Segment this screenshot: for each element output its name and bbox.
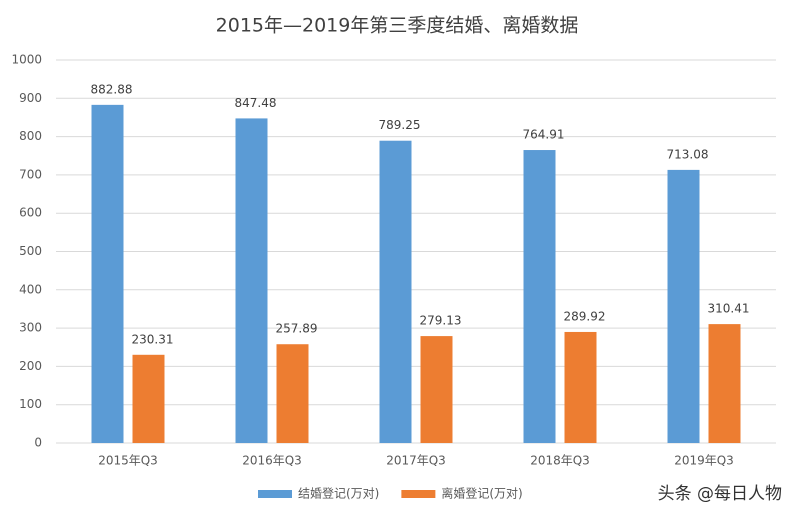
chart-title: 2015年—2019年第三季度结婚、离婚数据 [216,15,579,37]
legend-label: 离婚登记(万对) [441,486,522,501]
value-label: 289.92 [564,309,606,323]
y-tick-label: 100 [19,397,42,411]
watermark: 头条 @每日人物 [658,484,782,504]
bar [235,118,268,443]
legend-swatch [401,490,436,498]
bar [564,331,597,443]
x-tick-label: 2019年Q3 [674,454,734,468]
y-tick-label: 500 [19,244,42,258]
x-tick-label: 2018年Q3 [530,454,590,468]
x-tick-label: 2016年Q3 [242,454,302,468]
bar [420,336,453,443]
y-tick-label: 900 [19,91,42,105]
value-label: 310.41 [708,302,750,316]
y-tick-label: 1000 [11,53,42,67]
value-label: 713.08 [667,147,709,161]
bar [379,140,412,443]
y-tick-label: 800 [19,129,42,143]
bar [276,344,309,443]
value-label: 764.91 [523,128,565,142]
bar [667,169,700,443]
value-label: 257.89 [276,322,318,336]
bar [523,150,556,443]
bar [708,324,741,443]
x-tick-label: 2017年Q3 [386,454,446,468]
value-label: 230.31 [132,332,174,346]
legend-swatch [258,490,292,498]
value-label: 279.13 [420,314,462,328]
y-tick-label: 0 [34,436,42,450]
x-tick-label: 2015年Q3 [98,454,158,468]
value-label: 789.25 [379,118,421,132]
value-label: 882.88 [91,82,133,96]
y-tick-label: 700 [19,167,42,181]
bar [91,104,124,443]
y-tick-label: 200 [19,359,42,373]
y-tick-label: 600 [19,206,42,220]
value-label: 847.48 [235,96,277,110]
y-tick-label: 400 [19,282,42,296]
legend-label: 结婚登记(万对) [298,486,379,501]
bar [132,354,165,443]
y-tick-label: 300 [19,321,42,335]
